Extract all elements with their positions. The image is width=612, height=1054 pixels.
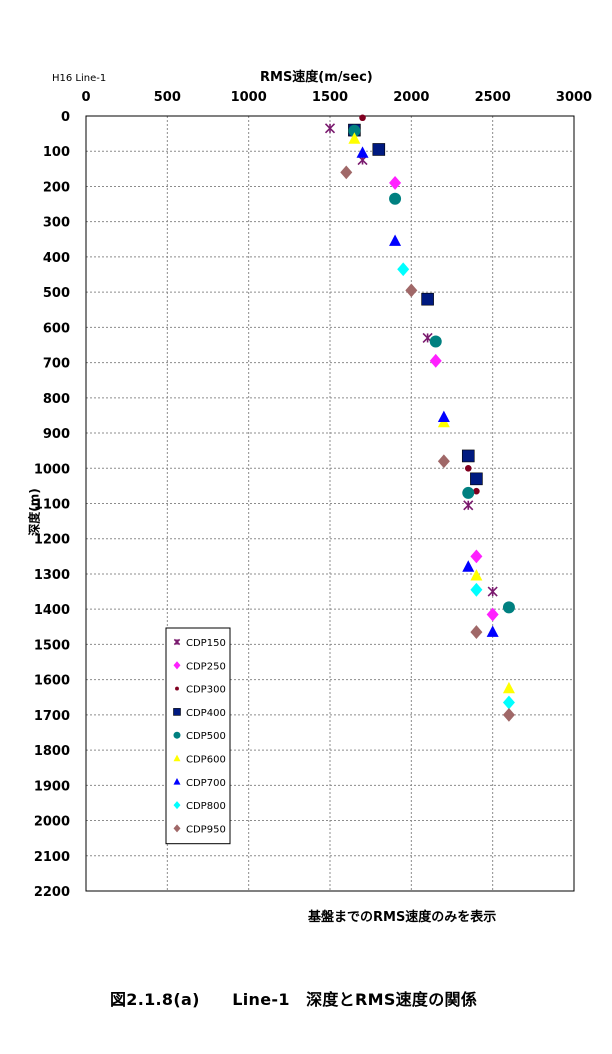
- data-point-cdp400: [461, 449, 475, 463]
- legend-label-cdp150: CDP150: [186, 638, 226, 649]
- y-tick-label: 0: [61, 110, 70, 125]
- data-point-cdp500: [462, 486, 475, 499]
- data-point-cdp500: [348, 124, 361, 137]
- y-tick-label: 2000: [34, 815, 70, 830]
- y-tick-label: 400: [43, 251, 70, 266]
- chart-note: 基盤までのRMS速度のみを表示: [308, 910, 497, 925]
- legend-marker-cdp400: [173, 708, 181, 716]
- data-point-cdp150: [487, 586, 498, 597]
- y-tick-label: 600: [43, 321, 70, 336]
- y-tick-label: 700: [43, 357, 70, 372]
- data-point-cdp150: [324, 123, 336, 134]
- legend-label-cdp600: CDP600: [186, 755, 226, 766]
- x-tick-label: 0: [81, 90, 90, 105]
- y-tick-label: 200: [43, 180, 70, 195]
- data-point-cdp500: [502, 601, 515, 614]
- y-tick-label: 1900: [34, 779, 70, 794]
- data-point-cdp950: [437, 454, 450, 469]
- data-point-cdp600: [470, 569, 483, 581]
- legend-marker-cdp500: [173, 731, 181, 739]
- legend-label-cdp950: CDP950: [186, 824, 226, 835]
- data-point-cdp950: [405, 283, 418, 298]
- x-tick-label: 500: [154, 90, 181, 105]
- y-tick-label: 1200: [34, 533, 70, 548]
- y-tick-label: 1600: [34, 674, 70, 689]
- y-tick-label: 1300: [34, 568, 70, 583]
- legend: CDP150 CDP250 CDP300 CDP400 CDP500 CDP600 CDP7…: [165, 627, 231, 845]
- data-point-cdp700: [389, 234, 402, 246]
- legend-label-cdp500: CDP500: [186, 731, 226, 742]
- data-point-cdp250: [486, 607, 499, 622]
- data-point-cdp300: [473, 487, 480, 495]
- data-point-cdp400: [421, 292, 434, 306]
- figure-caption: 図2.1.8(a) Line-1 深度とRMS速度の関係: [110, 990, 478, 1009]
- data-point-cdp700: [437, 410, 450, 422]
- y-tick-label: 1700: [34, 709, 70, 724]
- x-tick-label: 2000: [393, 90, 429, 105]
- y-tick-label: 500: [43, 286, 70, 301]
- data-point-cdp250: [470, 549, 483, 564]
- x-tick-label: 1500: [312, 90, 348, 105]
- data-point-cdp700: [486, 625, 499, 637]
- legend-label-cdp400: CDP400: [186, 708, 226, 719]
- data-point-cdp800: [470, 582, 483, 597]
- data-point-cdp500: [429, 335, 442, 348]
- data-point-cdp950: [470, 625, 483, 639]
- data-point-cdp400: [372, 143, 386, 156]
- data-point-cdp300: [464, 464, 472, 472]
- legend-label-cdp300: CDP300: [186, 685, 226, 696]
- legend-marker-cdp300: [175, 686, 179, 691]
- y-tick-label: 1500: [34, 638, 70, 653]
- legend-marker-cdp600: [173, 754, 181, 762]
- x-axis-title: RMS速度(m/sec): [260, 70, 373, 85]
- legend-marker-cdp950: [173, 824, 181, 833]
- legend-marker-cdp150: [173, 638, 181, 646]
- y-tick-label: 1100: [34, 498, 70, 513]
- data-point-cdp950: [340, 165, 353, 180]
- y-axis-title: 深度(m): [27, 488, 42, 536]
- legend-label-cdp800: CDP800: [186, 801, 226, 812]
- y-tick-label: 800: [43, 392, 70, 407]
- legend-marker-cdp700: [173, 777, 181, 785]
- x-tick-label: 3000: [556, 90, 592, 105]
- gridlines: [86, 116, 574, 891]
- chart-corner-label: H16 Line-1: [52, 73, 107, 84]
- x-tick-label: 1000: [231, 90, 267, 105]
- data-point-cdp600: [502, 681, 515, 694]
- data-point-cdp600: [348, 132, 361, 144]
- data-point-cdp300: [359, 114, 366, 122]
- data-point-cdp700: [356, 146, 369, 158]
- data-point-cdp700: [462, 560, 475, 572]
- data-point-cdp250: [429, 353, 442, 368]
- x-tick-labels: 0 500 1000 1500 2000 2500 3000: [81, 90, 592, 105]
- data-point-cdp150: [463, 500, 474, 511]
- y-tick-labels: 0 100 200 300 400 500 600 700 800 900 1000 1100 1200…: [34, 110, 70, 900]
- y-tick-label: 1000: [34, 462, 70, 477]
- y-tick-label: 300: [43, 216, 70, 231]
- y-tick-label: 1800: [34, 744, 70, 759]
- y-tick-label: 2100: [34, 850, 70, 865]
- data-point-cdp800: [502, 695, 515, 710]
- legend-marker-cdp250: [173, 661, 181, 670]
- legend-label-cdp700: CDP700: [186, 778, 226, 789]
- data-point-cdp800: [397, 262, 410, 277]
- data-point-cdp950: [502, 707, 515, 722]
- data-point-cdp250: [389, 176, 402, 190]
- y-tick-label: 100: [43, 145, 70, 160]
- x-tick-label: 2500: [475, 90, 511, 105]
- data-point-cdp400: [470, 472, 483, 486]
- y-tick-label: 1400: [34, 603, 70, 618]
- legend-marker-cdp800: [173, 801, 181, 810]
- legend-label-cdp250: CDP250: [186, 661, 226, 672]
- data-point-cdp500: [389, 192, 402, 205]
- y-tick-label: 900: [43, 427, 70, 442]
- plot-area-frame: [85, 115, 575, 892]
- y-tick-label: 2200: [34, 885, 70, 900]
- data-points: [324, 114, 515, 722]
